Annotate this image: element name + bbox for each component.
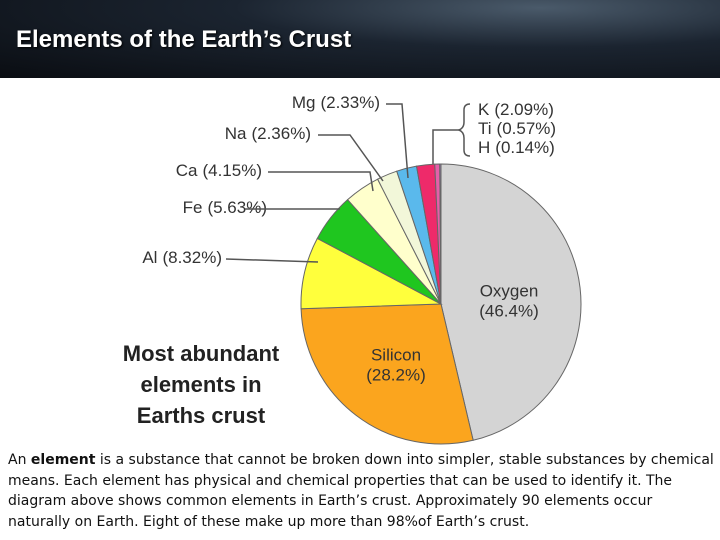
value-label: (5.63%): [207, 198, 267, 217]
slice-label: Silicon: [371, 345, 421, 364]
slice-label: Oxygen: [480, 281, 539, 300]
value-label: (4.15%): [202, 161, 262, 180]
category-label: Mg: [292, 93, 316, 112]
slice-label: H (0.14%): [478, 138, 555, 157]
value-label: (2.09%): [494, 100, 554, 119]
pie-slice: [300, 303, 474, 445]
category-label: H: [478, 138, 490, 157]
banner: Elements of the Earth’s Crust: [0, 0, 720, 78]
slice-label: Al (8.32%): [142, 248, 222, 267]
category-label: Al: [142, 248, 157, 267]
caption-term: element: [30, 452, 96, 468]
leader-line: [225, 258, 319, 263]
slice-label: Ca (4.15%): [176, 161, 262, 180]
caption-text: is a substance that cannot be broken dow…: [8, 452, 714, 530]
category-label: K: [478, 100, 490, 119]
category-label: Na: [225, 124, 247, 143]
slide-title: Elements of the Earth’s Crust: [16, 26, 352, 53]
value-label: (8.32%): [162, 248, 222, 267]
slice-label: K (2.09%): [478, 100, 554, 119]
value-label: (2.33%): [320, 93, 380, 112]
category-label: Ti: [478, 119, 492, 138]
pie-slice: [440, 163, 582, 441]
leader-line: [432, 129, 459, 165]
slice-label: Na (2.36%): [225, 124, 311, 143]
category-label: Ca: [176, 161, 198, 180]
category-label: Fe: [183, 198, 203, 217]
value-label: (0.57%): [497, 119, 557, 138]
leader-line: [318, 134, 384, 182]
caption: An element is a substance that cannot be…: [8, 450, 714, 532]
slice-label: Mg (2.33%): [292, 93, 380, 112]
value-label: (0.14%): [495, 138, 555, 157]
leader-line: [386, 103, 409, 179]
slice-label: Fe (5.63%): [183, 198, 267, 217]
slice-label: Ti (0.57%): [478, 119, 556, 138]
value-label: (46.4%): [479, 301, 539, 320]
pie-slice: [439, 163, 442, 305]
brace: [456, 103, 471, 157]
chart-title: Most abundant elements in Earths crust: [122, 341, 280, 428]
value-label: (2.36%): [251, 124, 311, 143]
caption-text: An: [8, 452, 31, 468]
leader-line: [268, 171, 374, 192]
value-label: (28.2%): [366, 365, 426, 384]
